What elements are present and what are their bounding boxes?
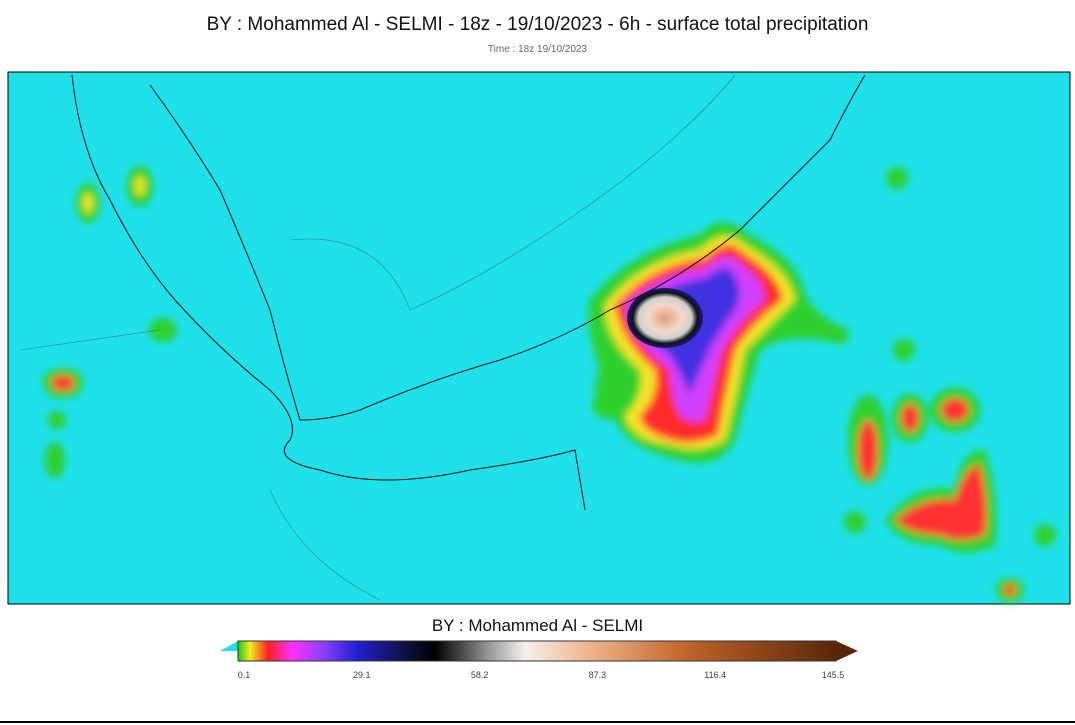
colorbar-tick-label: 0.1 (237, 670, 251, 680)
colorbar (237, 640, 837, 662)
colorbar-tick-label: 116.4 (704, 670, 727, 680)
precipitation (43, 166, 1056, 602)
map-subtitle: Time : 18z 19/10/2023 (487, 44, 588, 55)
borders (19, 74, 736, 601)
colorbar-title: BY : Mohammed Al - SELMI (431, 616, 644, 635)
storm-core (627, 288, 703, 348)
map-title: BY : Mohammed Al - SELMI - 18z - 19/10/2… (206, 14, 869, 35)
coastlines (71, 74, 866, 511)
colorbar-tick-label: 87.3 (588, 670, 607, 680)
colorbar-tick-label: 145.5 (821, 670, 845, 680)
colorbar-over (836, 641, 858, 661)
colorbar-tick-label: 58.2 (470, 670, 489, 680)
colorbar-tick-label: 29.1 (353, 670, 371, 680)
colorbar-under (220, 641, 238, 661)
